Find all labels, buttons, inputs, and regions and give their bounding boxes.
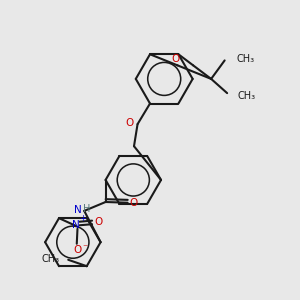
Text: H: H bbox=[83, 204, 91, 214]
Text: O: O bbox=[172, 54, 180, 64]
Text: ⁻: ⁻ bbox=[82, 243, 87, 253]
Text: O: O bbox=[74, 245, 82, 255]
Text: CH₃: CH₃ bbox=[237, 91, 255, 101]
Text: CH₃: CH₃ bbox=[236, 54, 254, 64]
Text: N: N bbox=[72, 220, 80, 230]
Text: N: N bbox=[74, 205, 82, 215]
Text: CH₃: CH₃ bbox=[41, 254, 59, 264]
Text: O: O bbox=[94, 217, 102, 227]
Text: +: + bbox=[79, 214, 86, 224]
Text: O: O bbox=[130, 198, 138, 208]
Text: O: O bbox=[126, 118, 134, 128]
